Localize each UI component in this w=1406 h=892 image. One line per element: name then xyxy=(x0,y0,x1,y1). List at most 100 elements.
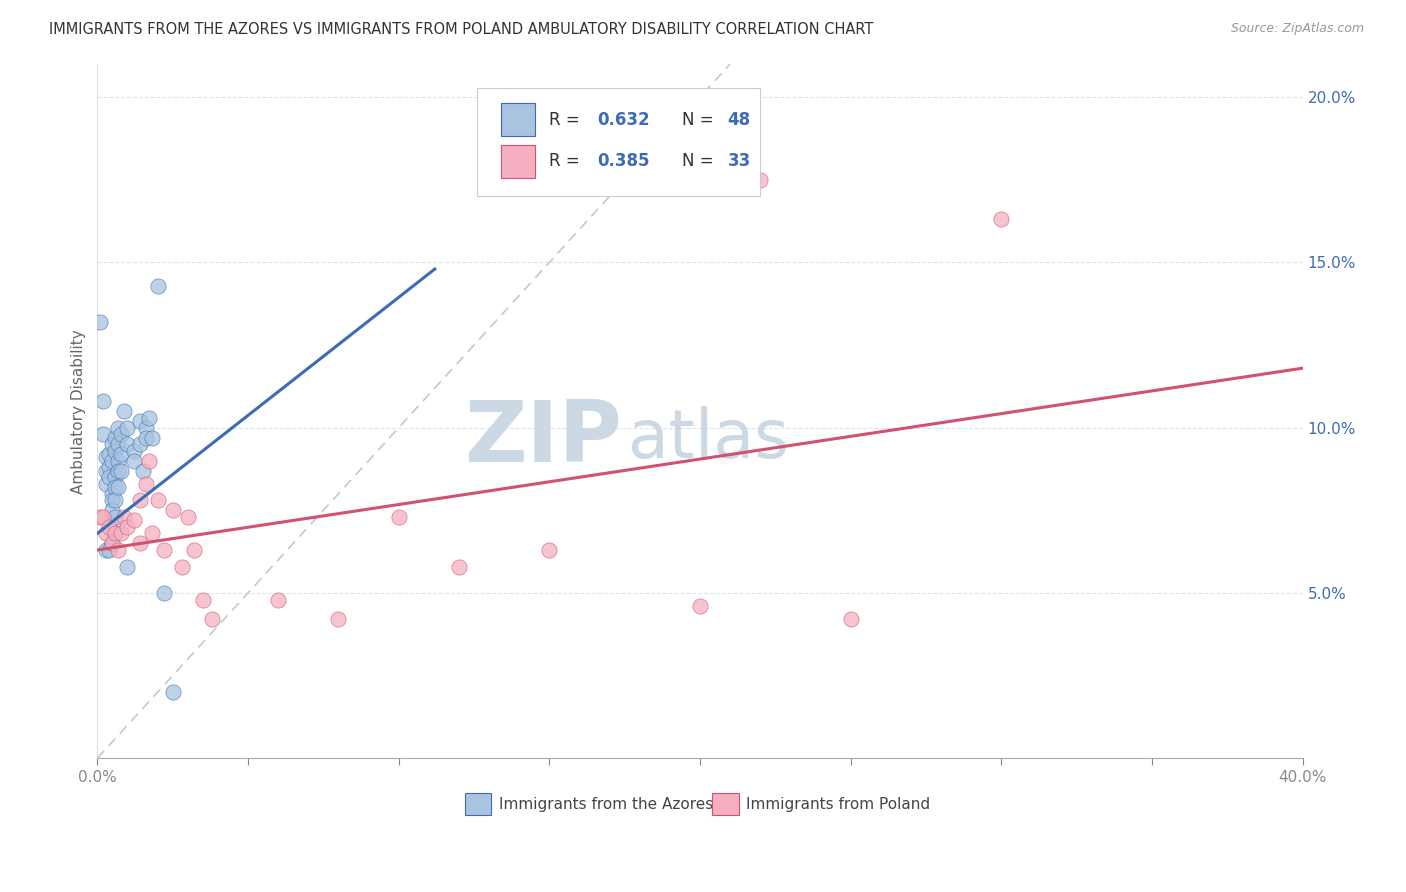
Point xyxy=(89,510,111,524)
Point xyxy=(96,526,118,541)
Point xyxy=(135,420,157,434)
Text: Source: ZipAtlas.com: Source: ZipAtlas.com xyxy=(1230,22,1364,36)
Point xyxy=(101,536,124,550)
Point xyxy=(839,612,862,626)
Point xyxy=(104,493,127,508)
Point xyxy=(93,427,115,442)
Point xyxy=(135,431,157,445)
Point xyxy=(162,685,184,699)
Point xyxy=(110,447,132,461)
Point xyxy=(141,431,163,445)
Point xyxy=(101,536,124,550)
Point xyxy=(96,464,118,478)
Point xyxy=(89,315,111,329)
Point xyxy=(107,464,129,478)
Point xyxy=(104,526,127,541)
Point xyxy=(110,526,132,541)
Text: N =: N = xyxy=(682,111,718,128)
Point xyxy=(104,443,127,458)
Point xyxy=(107,420,129,434)
Point xyxy=(267,592,290,607)
Point xyxy=(749,173,772,187)
Point xyxy=(183,543,205,558)
Point xyxy=(98,470,121,484)
Point xyxy=(141,526,163,541)
Point xyxy=(98,460,121,475)
Point xyxy=(201,612,224,626)
Text: 33: 33 xyxy=(728,153,751,170)
Point xyxy=(138,410,160,425)
Text: IMMIGRANTS FROM THE AZORES VS IMMIGRANTS FROM POLAND AMBULATORY DISABILITY CORRE: IMMIGRANTS FROM THE AZORES VS IMMIGRANTS… xyxy=(49,22,873,37)
Point xyxy=(96,476,118,491)
Point xyxy=(177,510,200,524)
Point xyxy=(122,513,145,527)
Text: R =: R = xyxy=(550,153,585,170)
Text: N =: N = xyxy=(682,153,718,170)
Point xyxy=(128,437,150,451)
Point xyxy=(107,480,129,494)
Point xyxy=(135,476,157,491)
Point xyxy=(152,543,174,558)
Point xyxy=(131,464,153,478)
Point xyxy=(110,464,132,478)
Point xyxy=(170,559,193,574)
Point xyxy=(117,420,139,434)
Point xyxy=(152,586,174,600)
Point xyxy=(114,510,136,524)
Point xyxy=(162,503,184,517)
Point xyxy=(96,450,118,465)
FancyBboxPatch shape xyxy=(477,88,761,196)
Point xyxy=(104,480,127,494)
Point xyxy=(107,437,129,451)
Text: 0.632: 0.632 xyxy=(598,111,650,128)
Point xyxy=(104,510,127,524)
Bar xyxy=(501,145,534,178)
Text: Immigrants from the Azores: Immigrants from the Azores xyxy=(499,797,713,812)
Point xyxy=(117,559,139,574)
Point xyxy=(447,559,470,574)
Bar xyxy=(711,793,738,815)
Bar xyxy=(465,793,492,815)
Point xyxy=(114,404,136,418)
Point xyxy=(101,437,124,451)
Point xyxy=(191,592,214,607)
Point xyxy=(93,510,115,524)
Point xyxy=(93,394,115,409)
Point xyxy=(107,543,129,558)
Point xyxy=(110,427,132,442)
Point xyxy=(117,437,139,451)
Point xyxy=(101,503,124,517)
Text: 0.385: 0.385 xyxy=(598,153,650,170)
Point xyxy=(117,520,139,534)
Text: R =: R = xyxy=(550,111,585,128)
Point xyxy=(128,493,150,508)
Text: 48: 48 xyxy=(728,111,751,128)
Point xyxy=(101,493,124,508)
Point xyxy=(146,278,169,293)
Bar xyxy=(501,103,534,136)
Text: ZIP: ZIP xyxy=(464,398,621,481)
Point xyxy=(98,543,121,558)
Point xyxy=(101,454,124,468)
Point xyxy=(328,612,350,626)
Point xyxy=(689,599,711,614)
Point xyxy=(98,520,121,534)
Point xyxy=(107,454,129,468)
Point xyxy=(146,493,169,508)
Point xyxy=(104,470,127,484)
Point xyxy=(388,510,411,524)
Point xyxy=(990,212,1012,227)
Point xyxy=(122,454,145,468)
Point xyxy=(98,447,121,461)
Point xyxy=(138,454,160,468)
Point xyxy=(538,543,561,558)
Point xyxy=(104,431,127,445)
Point xyxy=(96,543,118,558)
Text: Immigrants from Poland: Immigrants from Poland xyxy=(745,797,929,812)
Point xyxy=(128,414,150,428)
Point xyxy=(122,443,145,458)
Point xyxy=(128,536,150,550)
Point xyxy=(104,526,127,541)
Point xyxy=(101,487,124,501)
Text: atlas: atlas xyxy=(627,406,789,472)
